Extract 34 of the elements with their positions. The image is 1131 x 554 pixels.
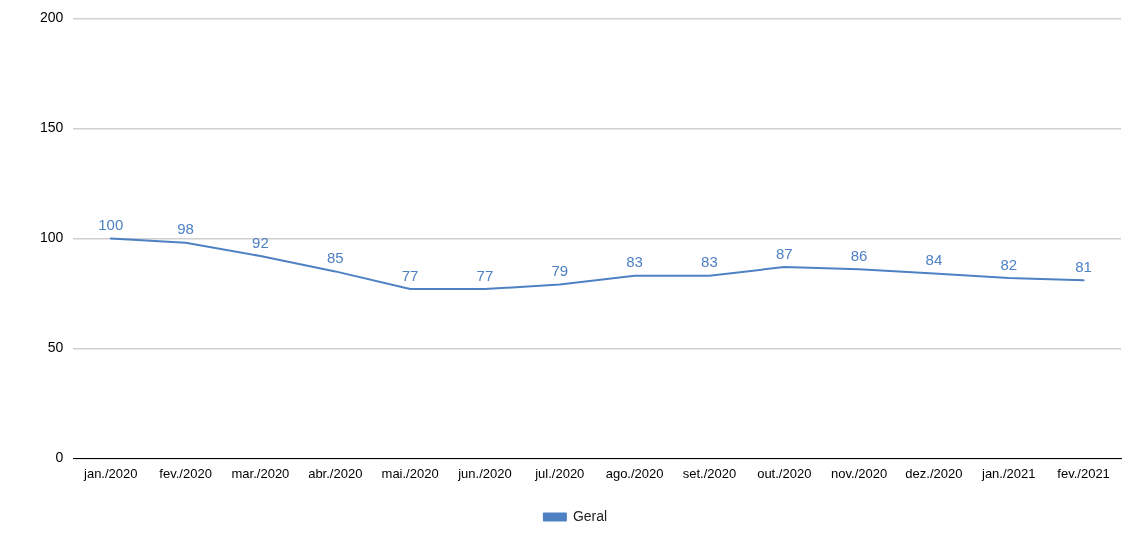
x-tick-label: jun./2020 — [457, 465, 512, 481]
x-tick-label: jan./2021 — [981, 465, 1036, 481]
x-tick-label: dez./2020 — [905, 465, 963, 481]
data-label: 77 — [476, 266, 494, 284]
y-tick-label: 0 — [55, 449, 64, 466]
y-tick-label: 200 — [40, 9, 64, 26]
x-tick-label: abr./2020 — [308, 465, 363, 481]
x-tick-label: nov./2020 — [831, 465, 888, 481]
data-label: 79 — [551, 262, 569, 280]
x-tick-label: jan./2020 — [83, 465, 138, 481]
x-tick-label: jul./2020 — [534, 465, 585, 481]
data-label: 83 — [626, 253, 643, 271]
data-label: 92 — [252, 233, 269, 251]
x-tick-label: mai./2020 — [381, 465, 439, 481]
x-tick-label: ago./2020 — [605, 465, 664, 481]
data-label: 86 — [850, 246, 868, 264]
x-tick-label: mar./2020 — [231, 465, 290, 481]
x-tick-label: fev./2020 — [159, 465, 212, 481]
legend-label: Geral — [572, 507, 608, 524]
y-tick-label: 100 — [40, 229, 64, 246]
y-tick-label: 150 — [40, 119, 64, 136]
data-label: 98 — [177, 220, 194, 238]
data-label: 77 — [401, 266, 419, 284]
data-label: 87 — [775, 244, 793, 262]
data-label: 85 — [326, 249, 344, 267]
x-tick-label: out./2020 — [757, 465, 812, 481]
x-tick-label: fev./2021 — [1057, 465, 1110, 481]
y-tick-label: 50 — [47, 339, 64, 356]
x-tick-label: set./2020 — [682, 465, 737, 481]
data-label: 81 — [1075, 257, 1092, 275]
data-label: 83 — [701, 253, 718, 271]
data-label: 84 — [925, 251, 943, 269]
data-label: 82 — [1000, 255, 1018, 273]
data-label: 100 — [98, 216, 124, 234]
